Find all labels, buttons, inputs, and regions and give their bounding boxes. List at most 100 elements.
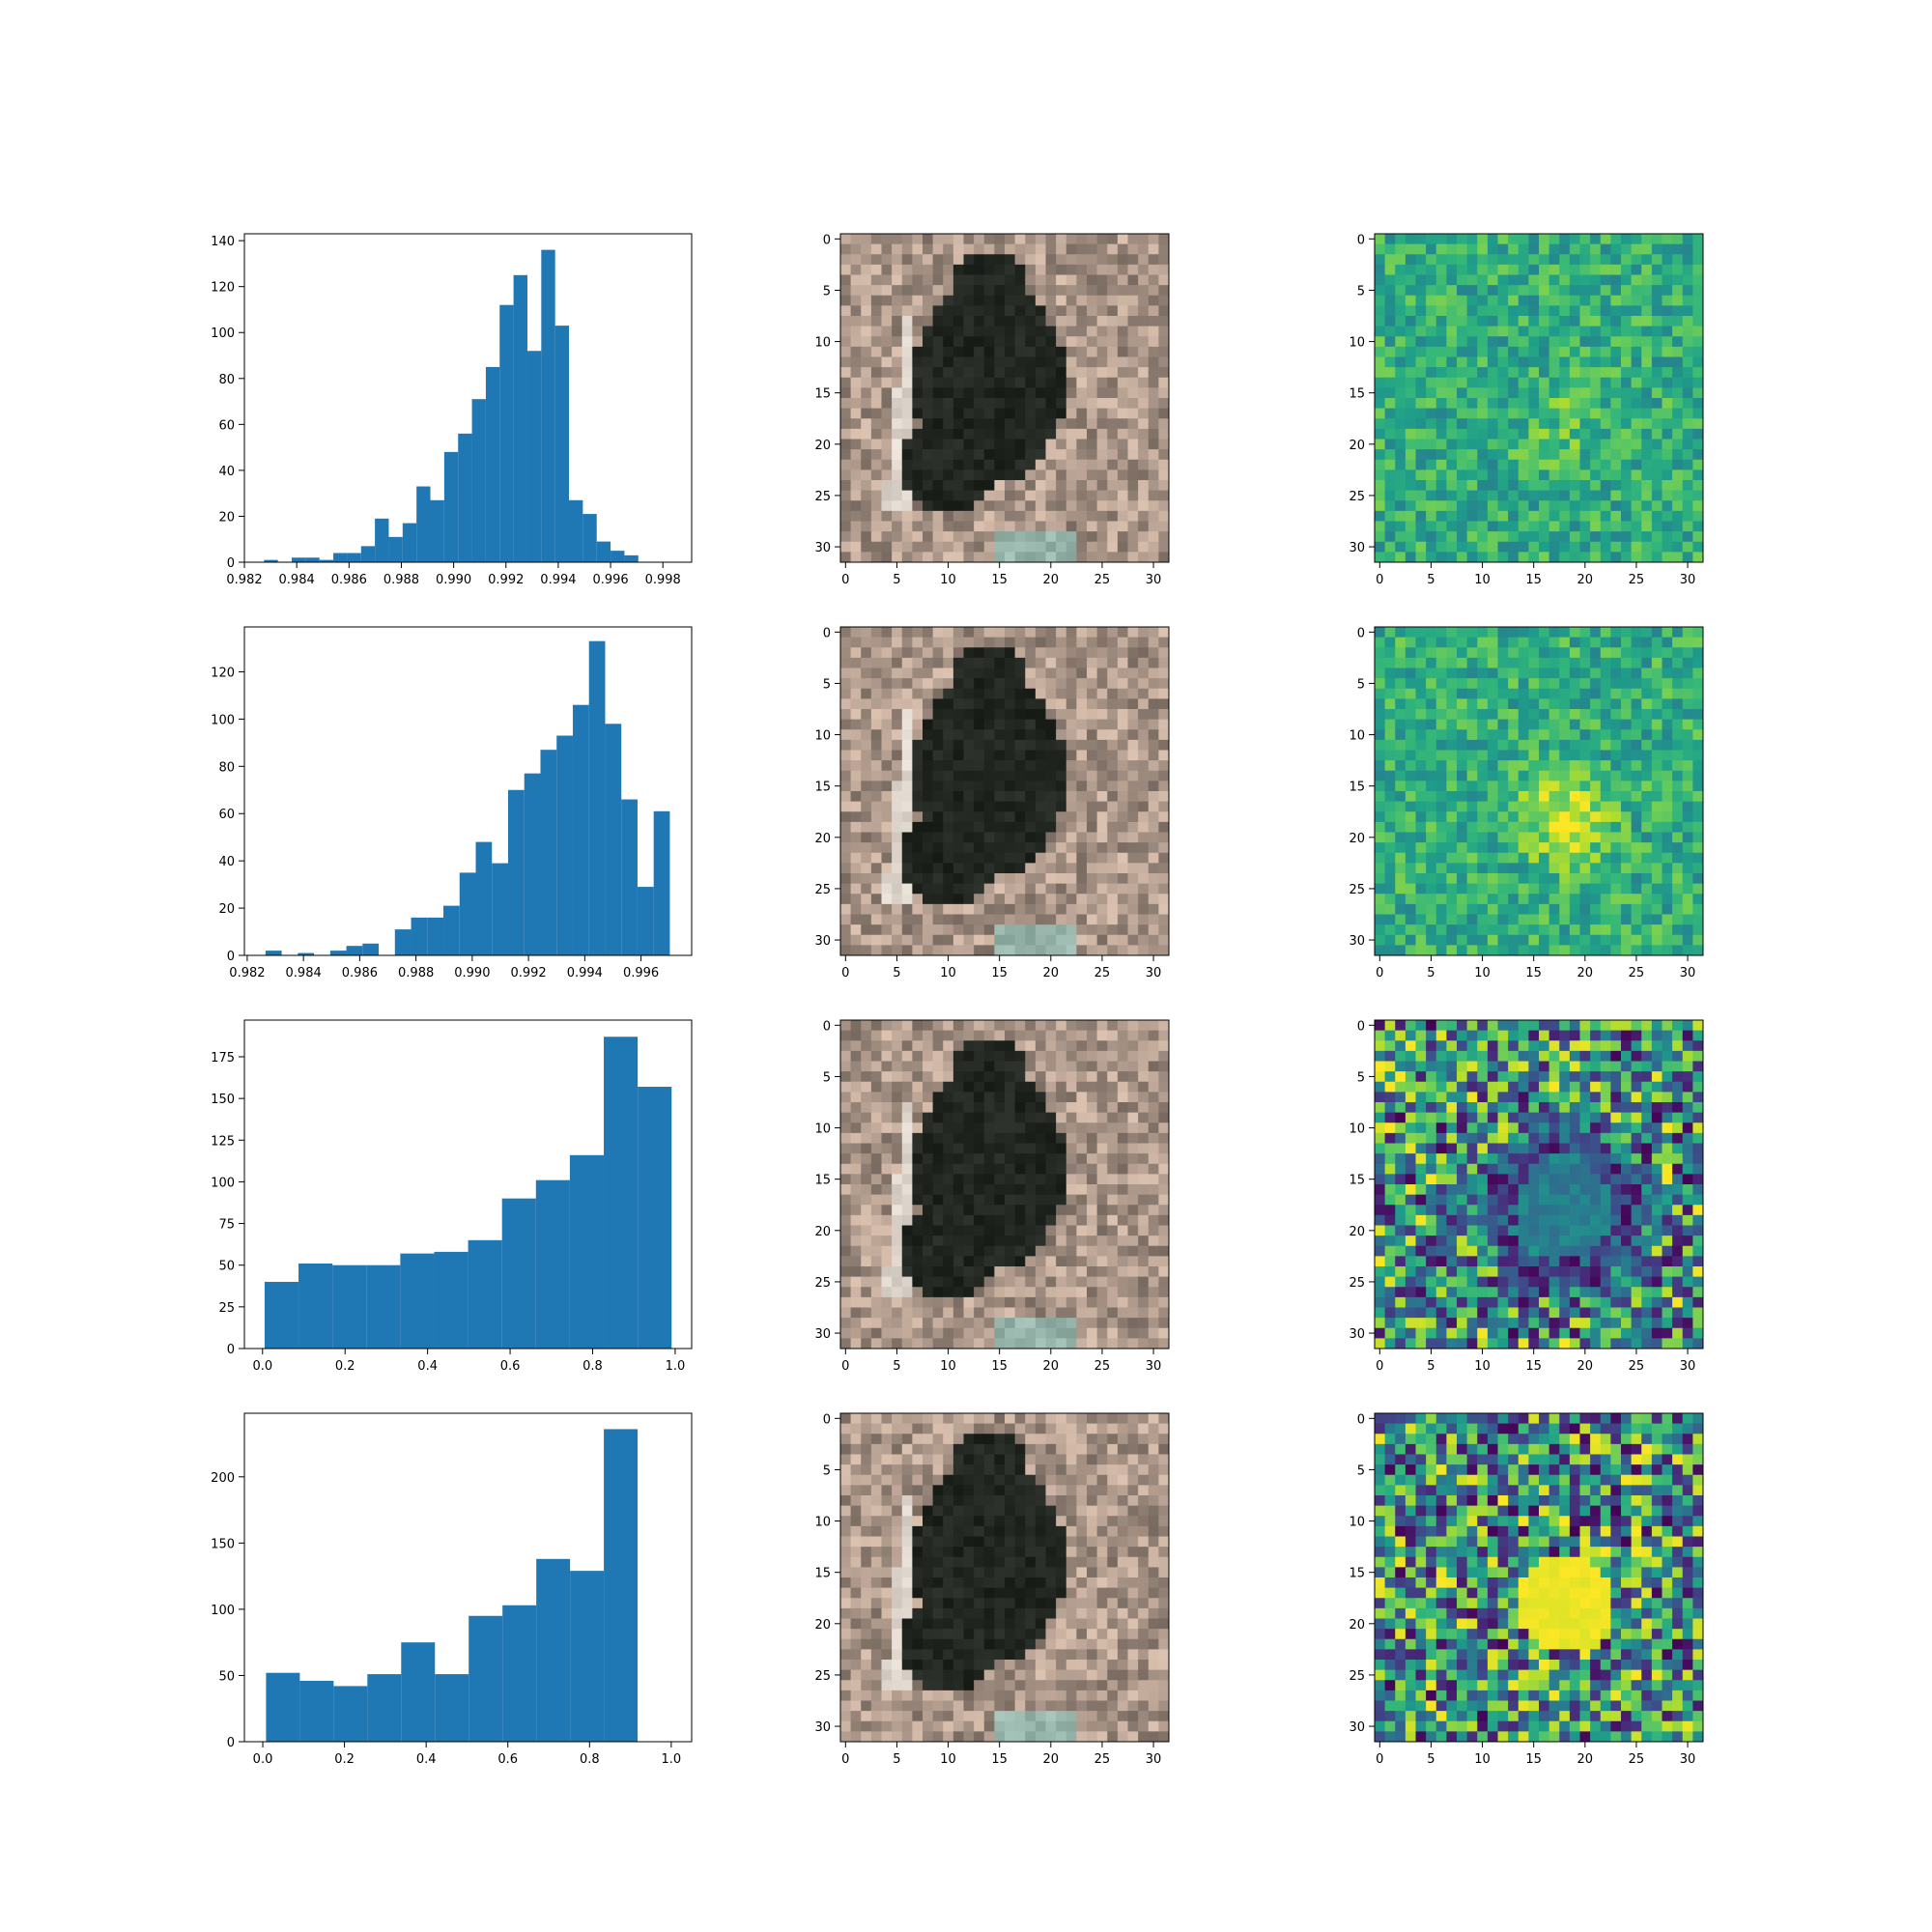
image-pixel	[901, 234, 913, 245]
image-pixel	[923, 781, 934, 792]
image-pixel	[932, 274, 944, 286]
image-pixel	[1076, 1071, 1088, 1083]
heatmap-cell	[1508, 408, 1520, 419]
image-pixel	[1076, 688, 1088, 699]
image-pixel	[840, 1205, 852, 1216]
image-pixel	[932, 668, 944, 679]
image-pixel	[1127, 1132, 1139, 1144]
histogram-bar	[434, 1251, 469, 1349]
image-pixel	[974, 1143, 985, 1154]
image-pixel	[870, 295, 882, 306]
heatmap-cell	[1590, 367, 1602, 379]
y-tick-label: 20	[1349, 439, 1365, 453]
histogram-bar	[507, 789, 525, 955]
heatmap-cell	[1548, 326, 1560, 337]
heatmap-cell	[1405, 637, 1416, 648]
image-pixel	[943, 688, 954, 699]
image-pixel	[1025, 243, 1037, 255]
axes-frame	[243, 233, 693, 563]
histogram-bar	[569, 499, 583, 562]
image-pixel	[1025, 668, 1037, 679]
image-pixel	[1045, 305, 1057, 317]
image-pixel	[861, 627, 872, 639]
image-pixel	[861, 934, 872, 946]
heatmap-cell	[1590, 326, 1602, 337]
image-pixel	[1117, 439, 1128, 450]
heatmap-cell	[1621, 760, 1633, 772]
heatmap-cell	[1426, 285, 1437, 297]
image-pixel	[1014, 254, 1026, 266]
heatmap-cell	[1590, 791, 1602, 803]
heatmap-cell	[1384, 243, 1396, 255]
heatmap-cell	[1672, 678, 1684, 690]
image-pixel	[1005, 863, 1016, 874]
y-tick-label: 15	[814, 781, 831, 795]
image-pixel	[1158, 439, 1170, 450]
image-pixel	[1025, 541, 1037, 553]
image-pixel	[932, 541, 944, 553]
image-pixel	[932, 678, 944, 690]
heatmap-cell	[1487, 668, 1498, 679]
image-pixel	[1127, 459, 1139, 470]
image-pixel	[840, 1132, 852, 1144]
heatmap-cell	[1692, 924, 1704, 936]
image-pixel	[901, 521, 913, 532]
image-pixel	[840, 1040, 852, 1052]
heatmap-cell	[1405, 356, 1416, 368]
image-pixel	[974, 842, 985, 854]
heatmap-cell	[1426, 657, 1437, 668]
heatmap-cell	[1559, 480, 1571, 492]
heatmap-cell	[1559, 760, 1571, 772]
heatmap-cell	[1641, 903, 1653, 915]
image-pixel	[861, 274, 872, 286]
image-pixel	[1158, 1194, 1170, 1206]
heatmap-cell	[1548, 637, 1560, 648]
heatmap-cell	[1497, 346, 1509, 357]
image-pixel	[1025, 1030, 1037, 1041]
heatmap-cell	[1548, 449, 1560, 461]
heatmap-cell	[1405, 500, 1416, 512]
image-pixel	[1107, 480, 1119, 492]
image-pixel	[1148, 387, 1159, 399]
image-pixel	[1158, 852, 1170, 864]
image-pixel	[983, 234, 995, 245]
image-pixel	[1065, 521, 1077, 532]
heatmap-cell	[1672, 408, 1684, 419]
image-pixel	[1045, 490, 1057, 501]
heatmap-cell	[1395, 832, 1406, 843]
heatmap-cell	[1415, 531, 1427, 543]
image-pixel	[1087, 883, 1098, 895]
image-pixel	[1087, 873, 1098, 885]
heatmap-cell	[1384, 781, 1396, 792]
image-pixel	[861, 914, 872, 925]
image-pixel	[1014, 873, 1026, 885]
heatmap-cell	[1692, 698, 1704, 710]
image-pixel	[1138, 316, 1150, 327]
image-pixel	[1148, 285, 1159, 297]
heatmap-cell	[1395, 678, 1406, 690]
heatmap-cell	[1590, 552, 1602, 563]
image-pixel	[1014, 1194, 1026, 1206]
heatmap-cell	[1426, 627, 1437, 639]
heatmap-cell	[1651, 627, 1662, 639]
image-pixel	[963, 945, 975, 956]
heatmap-cell	[1435, 326, 1447, 337]
heatmap-cell	[1446, 326, 1458, 337]
image-pixel	[912, 264, 923, 275]
image-pixel	[1065, 408, 1077, 419]
heatmap-cell	[1682, 346, 1693, 357]
heatmap-cell	[1415, 264, 1427, 275]
heatmap-cell	[1487, 326, 1498, 337]
heatmap-cell	[1610, 346, 1622, 357]
image-pixel	[932, 934, 944, 946]
image-pixel	[932, 1143, 944, 1154]
image-pixel	[952, 510, 964, 522]
image-pixel	[1025, 637, 1037, 648]
image-pixel	[994, 1194, 1006, 1206]
image-pixel	[1096, 627, 1108, 639]
image-pixel	[1056, 1194, 1067, 1206]
image-pixel	[1045, 552, 1057, 563]
image-pixel	[870, 894, 882, 905]
image-pixel	[952, 316, 964, 327]
image-pixel	[840, 356, 852, 368]
